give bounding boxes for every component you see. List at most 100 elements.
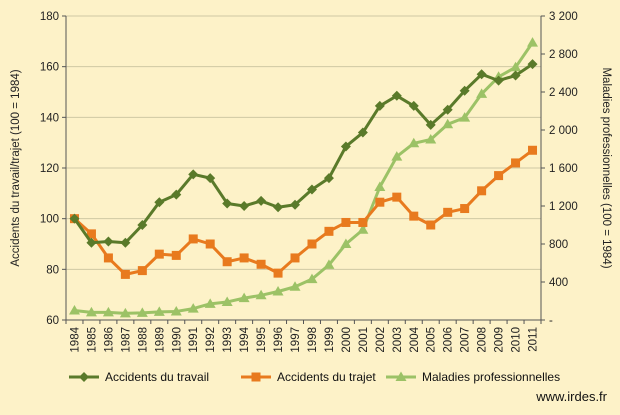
data-point-square — [290, 253, 300, 263]
data-point-square — [222, 257, 232, 267]
x-tick-label: 2007 — [460, 327, 472, 353]
x-tick-label: 1997 — [290, 327, 302, 353]
data-point-diamond — [79, 372, 89, 382]
x-tick-label: 1992 — [205, 327, 217, 353]
data-point-diamond — [391, 90, 402, 101]
data-point-triangle — [136, 307, 148, 317]
data-point-square — [239, 253, 249, 263]
x-tick-label: 2003 — [392, 327, 404, 353]
data-point-diamond — [69, 213, 80, 224]
data-point-square — [460, 204, 470, 214]
data-point-square — [307, 239, 317, 249]
y-right-tick-label: 800 — [549, 239, 568, 251]
data-point-square — [273, 268, 283, 278]
y-left-tick-label: 160 — [40, 62, 59, 74]
data-point-triangle — [272, 286, 284, 296]
right-axis-title: Maladies professionnelles (100 = 1984) — [600, 67, 612, 268]
x-tick-label: 2004 — [409, 326, 421, 352]
x-tick-label: 1985 — [86, 327, 98, 353]
data-point-square — [120, 269, 130, 279]
data-point-diamond — [120, 237, 131, 248]
y-right-tick-label: 400 — [549, 277, 568, 289]
data-point-diamond — [137, 220, 148, 230]
data-point-square — [256, 259, 266, 269]
data-point-triangle — [68, 305, 80, 315]
data-point-diamond — [323, 173, 334, 184]
data-point-diamond — [256, 195, 267, 206]
data-point-square — [103, 253, 113, 263]
data-point-triangle — [119, 307, 131, 318]
data-point-diamond — [290, 199, 301, 210]
data-point-diamond — [171, 189, 182, 200]
data-point-square — [171, 250, 181, 260]
y-left-tick-label: 140 — [40, 112, 59, 124]
x-tick-label: 2009 — [494, 327, 506, 353]
data-point-triangle — [408, 137, 420, 148]
y-right-tick-label: - — [549, 315, 553, 327]
x-tick-label: 2011 — [528, 327, 540, 352]
data-point-diamond — [459, 85, 470, 96]
y-right-tick-label: 2 800 — [549, 49, 578, 61]
data-point-diamond — [442, 104, 453, 115]
source-credit: www.irdes.fr — [535, 389, 607, 404]
data-point-square — [205, 239, 215, 249]
data-point-triangle — [476, 88, 488, 98]
data-point-square — [477, 186, 487, 196]
data-point-diamond — [527, 59, 538, 70]
data-point-diamond — [86, 237, 97, 248]
data-point-triangle — [459, 112, 471, 122]
y-left-tick-label: 180 — [40, 11, 59, 23]
data-point-triangle — [391, 151, 403, 161]
data-point-square — [511, 158, 521, 168]
legend-label: Accidents du trajet — [277, 370, 376, 384]
data-point-triangle — [170, 305, 182, 316]
data-point-diamond — [510, 70, 521, 81]
x-tick-label: 1987 — [120, 327, 132, 353]
data-point-diamond — [103, 236, 114, 247]
series-line-0 — [73, 62, 534, 245]
data-point-diamond — [340, 141, 351, 152]
x-tick-label: 1990 — [171, 327, 183, 353]
x-tick-label: 2000 — [341, 327, 353, 353]
y-left-tick-label: 120 — [40, 163, 59, 175]
data-point-square — [409, 211, 419, 221]
y-right-tick-label: 2 400 — [549, 87, 578, 99]
data-point-triangle — [395, 371, 407, 381]
data-point-diamond — [154, 197, 165, 208]
data-point-triangle — [221, 296, 233, 306]
x-tick-label: 2001 — [358, 327, 370, 353]
series-line-1 — [73, 149, 534, 276]
x-tick-label: 1999 — [324, 327, 336, 353]
data-point-square — [426, 220, 436, 230]
x-tick-label: 2005 — [426, 327, 438, 353]
data-point-triangle — [289, 281, 301, 291]
y-right-tick-label: 3 200 — [549, 11, 578, 23]
data-point-diamond — [239, 201, 250, 211]
data-point-square — [358, 217, 368, 227]
left-axis-title: Accidents du travail/trajet (100 = 1984) — [10, 69, 22, 266]
data-point-triangle — [306, 273, 318, 284]
x-tick-label: 1995 — [256, 327, 268, 353]
data-point-diamond — [306, 184, 317, 195]
legend-label: Accidents du travail — [105, 370, 209, 384]
legend-label: Maladies professionnelles — [422, 370, 560, 384]
data-point-diamond — [476, 69, 487, 80]
x-tick-label: 2008 — [477, 327, 489, 353]
data-point-triangle — [527, 37, 539, 47]
data-point-square — [154, 249, 164, 259]
data-point-square — [188, 234, 198, 244]
x-tick-label: 1998 — [307, 327, 319, 353]
x-tick-label: 1991 — [188, 327, 200, 353]
x-tick-label: 2006 — [443, 327, 455, 353]
data-point-diamond — [357, 127, 368, 138]
data-point-square — [528, 145, 538, 155]
x-tick-label: 1989 — [154, 327, 166, 353]
data-point-diamond — [205, 173, 216, 184]
data-point-square — [392, 192, 402, 202]
x-tick-label: 1986 — [103, 327, 115, 353]
data-point-diamond — [408, 100, 419, 111]
data-point-diamond — [188, 169, 199, 180]
data-point-triangle — [187, 303, 199, 313]
